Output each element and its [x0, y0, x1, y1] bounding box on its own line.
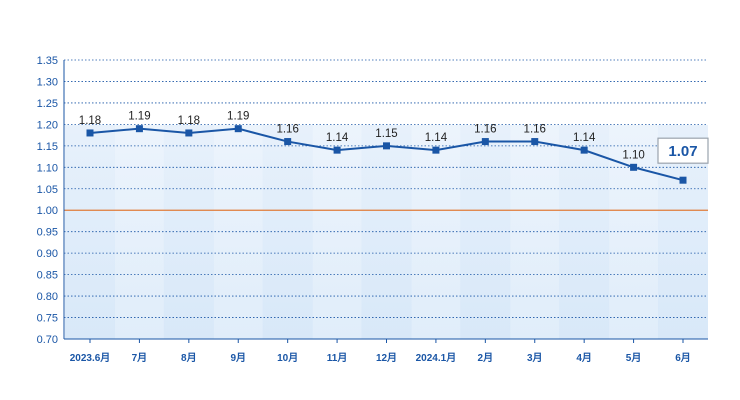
data-point [432, 146, 440, 154]
y-tick-label: 1.00 [37, 205, 58, 217]
y-tick-label: 1.20 [37, 119, 58, 131]
x-tick-label: 4月 [576, 352, 592, 364]
data-label: 1.18 [79, 115, 101, 127]
data-point [383, 142, 390, 150]
background-band [262, 125, 313, 339]
highlight-box [657, 137, 709, 164]
y-tick-label: 1.15 [37, 141, 58, 153]
y-tick-label: 0.80 [37, 291, 58, 303]
data-label: 1.16 [524, 124, 546, 136]
data-label: 1.16 [474, 124, 496, 136]
y-tick-label: 1.25 [37, 98, 58, 110]
x-tick-label: 2024.1月 [416, 352, 457, 364]
background-band [163, 125, 214, 339]
x-tick-label: 3月 [527, 352, 543, 364]
highlight-label: 1.07 [668, 143, 697, 160]
x-tick-label: 10月 [277, 352, 298, 364]
y-tick-label: 1.05 [37, 184, 58, 196]
data-point [679, 176, 687, 184]
data-point [580, 146, 588, 154]
y-tick-label: 0.90 [37, 248, 58, 260]
y-tick-label: 0.75 [37, 313, 58, 325]
x-tick-label: 2月 [478, 352, 494, 364]
data-label: 1.14 [326, 132, 349, 144]
y-tick-label: 0.95 [37, 227, 58, 239]
data-label: 1.10 [622, 149, 644, 161]
data-point [135, 125, 143, 133]
y-tick-label: 1.10 [37, 162, 58, 174]
x-tick-label: 9月 [230, 352, 246, 364]
data-point [284, 138, 292, 146]
background-band [114, 125, 165, 339]
data-point [630, 163, 638, 171]
data-label: 1.19 [128, 111, 150, 123]
x-tick-label: 6月 [675, 352, 691, 364]
data-label: 1.19 [227, 111, 249, 123]
data-point [481, 138, 489, 146]
y-tick-label: 0.85 [37, 270, 58, 282]
data-label: 1.18 [178, 115, 200, 127]
data-label: 1.14 [425, 132, 448, 144]
data-label: 1.15 [375, 128, 397, 140]
data-point [234, 125, 242, 133]
x-tick-label: 5月 [626, 352, 642, 364]
x-tick-label: 11月 [327, 352, 348, 364]
y-tick-label: 0.70 [37, 334, 58, 346]
y-tick-label: 1.30 [37, 76, 58, 88]
data-point [531, 138, 539, 146]
data-point [86, 129, 94, 137]
data-label: 1.14 [573, 132, 596, 144]
data-label: 1.16 [276, 124, 298, 136]
x-tick-label: 12月 [376, 352, 397, 364]
y-tick-label: 1.35 [37, 55, 58, 67]
x-tick-label: 2023.6月 [70, 352, 111, 364]
x-tick-label: 7月 [132, 352, 148, 364]
background-band [213, 125, 264, 339]
x-tick-label: 8月 [181, 352, 197, 364]
data-point [333, 146, 341, 154]
background-band [509, 125, 560, 339]
data-point [185, 129, 193, 137]
